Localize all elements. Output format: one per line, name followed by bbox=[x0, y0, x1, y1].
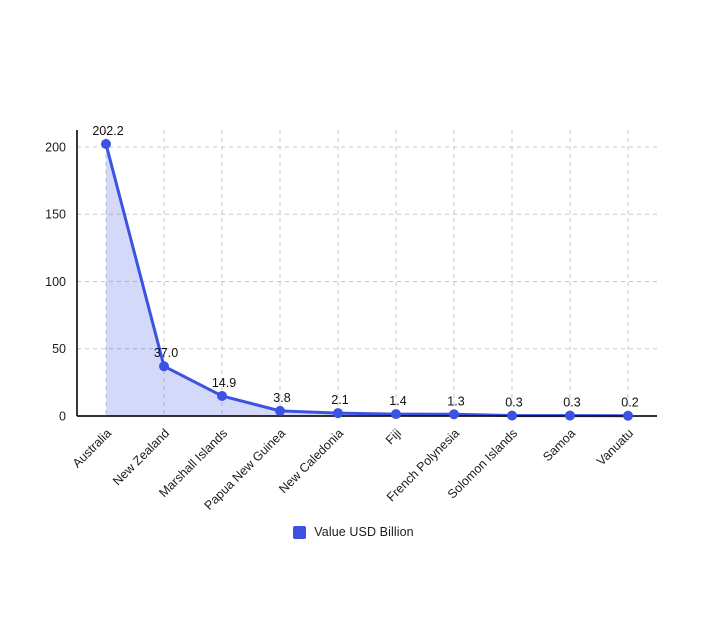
data-point[interactable] bbox=[333, 408, 343, 419]
x-tick-label: Fiji bbox=[383, 426, 404, 447]
y-tick-label: 0 bbox=[59, 410, 66, 424]
series-line bbox=[104, 142, 630, 418]
data-label: 2.1 bbox=[331, 393, 348, 407]
data-point[interactable] bbox=[623, 410, 633, 421]
data-point[interactable] bbox=[449, 409, 459, 420]
data-label: 1.3 bbox=[447, 394, 464, 408]
data-point[interactable] bbox=[101, 138, 111, 149]
data-point[interactable] bbox=[565, 410, 575, 421]
data-label: 37.0 bbox=[154, 346, 178, 360]
data-point[interactable] bbox=[507, 410, 517, 421]
y-tick-label: 50 bbox=[52, 342, 66, 356]
legend-label: Value USD Billion bbox=[314, 525, 414, 539]
legend-swatch-icon bbox=[293, 525, 307, 539]
data-label: 0.3 bbox=[563, 396, 580, 410]
series-area bbox=[106, 143, 628, 416]
data-point[interactable] bbox=[391, 409, 401, 420]
data-label: 202.2 bbox=[92, 124, 123, 138]
legend[interactable]: Value USD Billion bbox=[0, 525, 707, 539]
data-point[interactable] bbox=[159, 361, 169, 372]
x-tick-label: Vanuatu bbox=[594, 426, 636, 468]
data-label: 0.3 bbox=[505, 396, 522, 410]
data-label: 3.8 bbox=[273, 391, 290, 405]
data-label: 0.2 bbox=[621, 396, 638, 410]
y-tick-label: 200 bbox=[45, 140, 66, 154]
data-point[interactable] bbox=[275, 405, 285, 416]
x-tick-label: Australia bbox=[70, 426, 114, 470]
data-label: 14.9 bbox=[212, 376, 236, 390]
x-tick-label: New Zealand bbox=[110, 426, 172, 488]
y-tick-label: 100 bbox=[45, 275, 66, 289]
data-label: 1.4 bbox=[389, 394, 406, 408]
data-point[interactable] bbox=[217, 390, 227, 401]
y-tick-label: 150 bbox=[45, 208, 66, 222]
x-tick-label: Samoa bbox=[540, 426, 578, 464]
